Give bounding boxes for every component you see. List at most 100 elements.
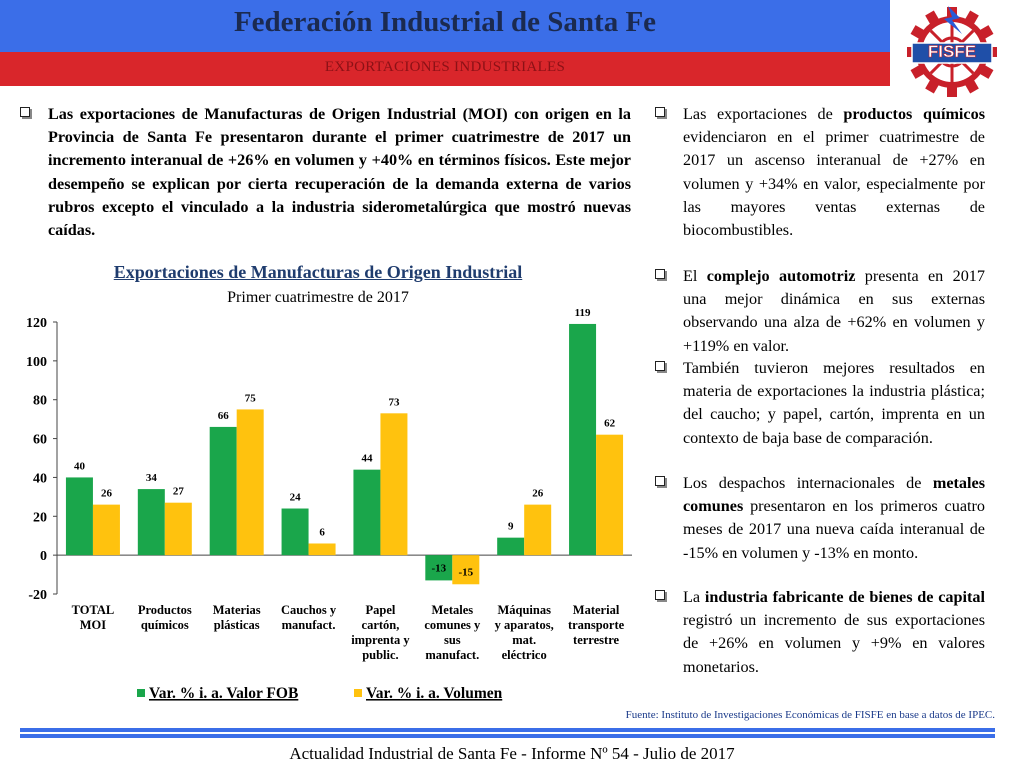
data-label: -13	[431, 562, 446, 574]
x-tick-label: manufact.	[282, 618, 336, 632]
bar	[65, 477, 93, 556]
y-tick-label: 120	[26, 316, 47, 331]
x-tick-label: Materias	[213, 603, 261, 617]
bullet-text: evidenciaron en el primer cuatrimestre d…	[683, 128, 985, 240]
y-tick-label: -20	[28, 588, 47, 603]
bullet-emphasis: industria fabricante de bienes de capita…	[704, 588, 985, 606]
x-tick-label: Material	[573, 603, 620, 617]
legend-swatch	[354, 689, 362, 697]
bullet-text: La	[683, 588, 705, 606]
y-tick-label: 40	[33, 471, 47, 486]
bar	[164, 502, 192, 556]
legend-swatch	[137, 689, 145, 697]
x-tick-label: transporte	[568, 618, 625, 632]
x-tick-label: MOI	[80, 618, 107, 632]
page-title: Federación Industrial de Santa Fe	[233, 6, 657, 38]
source-note: Fuente: Instituto de Investigaciones Eco…	[625, 709, 995, 721]
y-tick-label: 100	[26, 355, 47, 370]
chart-subtitle: Primer cuatrimestre de 2017	[227, 289, 409, 306]
bullet-text: presentaron en los primeros cuatro meses…	[683, 497, 985, 562]
bullet-text: registró un incremento de sus exportacio…	[683, 611, 985, 676]
data-label: 9	[508, 521, 514, 533]
data-label: 6	[319, 526, 325, 538]
header-bar	[0, 0, 890, 52]
bar	[209, 426, 237, 556]
x-tick-label: comunes y	[424, 618, 481, 632]
x-tick-label: Productos	[138, 603, 192, 617]
x-tick-label: terrestre	[573, 633, 619, 647]
bar	[308, 543, 336, 556]
data-label: 44	[361, 453, 373, 465]
bar	[236, 409, 264, 556]
x-tick-label: Metales	[431, 603, 473, 617]
x-tick-label: eléctrico	[502, 648, 547, 662]
data-label: 62	[604, 418, 616, 430]
checkbox-bullet-icon	[655, 269, 665, 279]
bar	[452, 555, 480, 585]
fisfe-logo: FISFE	[907, 6, 997, 97]
checkbox-bullet-icon	[655, 476, 665, 486]
x-tick-label: sus	[444, 633, 461, 647]
data-label: 27	[173, 486, 185, 498]
data-label: -15	[458, 566, 473, 578]
x-tick-label: Cauchos y	[281, 603, 337, 617]
bullet-item: Los despachos internacionales de metales…	[655, 472, 985, 565]
footer-divider-2	[20, 734, 995, 738]
data-label: 119	[575, 307, 591, 319]
data-label: 26	[101, 488, 113, 500]
bullet-item: La industria fabricante de bienes de cap…	[655, 586, 985, 679]
legend-label: Var. % i. a. Volumen	[366, 685, 503, 702]
bullet-text: presenta en 2017 una mejor dinámica en s…	[683, 267, 985, 355]
x-tick-label: mat.	[512, 633, 536, 647]
bar	[353, 469, 381, 556]
bar	[596, 434, 624, 556]
intro-paragraph: Las exportaciones de Manufacturas de Ori…	[20, 103, 631, 242]
data-label: 66	[218, 410, 230, 422]
bullet-text: El	[683, 267, 707, 285]
bar	[569, 323, 597, 556]
y-tick-label: 20	[33, 510, 47, 525]
chart-title: Exportaciones de Manufacturas de Origen …	[113, 262, 523, 282]
bullet-emphasis: complejo automotriz	[706, 267, 856, 285]
data-label: 34	[146, 472, 158, 484]
intro-text: Las exportaciones de Manufacturas de Ori…	[48, 105, 631, 240]
checkbox-bullet-icon	[655, 361, 665, 371]
bullet-text: También tuvieron mejores resultados en m…	[683, 359, 985, 447]
x-tick-label: Papel	[366, 603, 396, 617]
y-tick-label: 80	[33, 394, 47, 409]
footer-divider	[20, 728, 995, 732]
svg-text:FISFE: FISFE	[928, 42, 976, 61]
x-tick-label: Máquinas	[497, 603, 551, 617]
footer-text: Actualidad Industrial de Santa Fe - Info…	[289, 744, 735, 763]
data-label: 73	[388, 396, 400, 408]
bar	[92, 504, 120, 556]
x-tick-label: TOTAL	[72, 603, 115, 617]
x-tick-label: cartón,	[362, 618, 400, 632]
y-tick-label: 0	[40, 549, 47, 564]
bullet-item: También tuvieron mejores resultados en m…	[655, 357, 985, 450]
x-tick-label: plásticas	[214, 618, 260, 632]
checkbox-bullet-icon	[655, 590, 665, 600]
x-tick-label: public.	[362, 648, 398, 662]
page-subtitle: EXPORTACIONES INDUSTRIALES	[324, 59, 566, 75]
checkbox-bullet-icon	[20, 107, 30, 117]
bullet-emphasis: metales comunes	[683, 474, 985, 516]
bar	[281, 508, 309, 556]
legend-label: Var. % i. a. Valor FOB	[149, 685, 298, 702]
bullet-text: Los despachos internacionales de	[683, 474, 933, 492]
bar	[497, 537, 525, 556]
bullet-item: El complejo automotriz presenta en 2017 …	[655, 265, 985, 358]
data-label: 26	[532, 488, 544, 500]
bullet-text: Las exportaciones de	[683, 105, 844, 123]
x-tick-label: y aparatos,	[495, 618, 554, 632]
y-tick-label: 60	[33, 433, 47, 448]
bullet-emphasis: productos químicos	[843, 105, 986, 123]
bar	[380, 413, 408, 556]
x-tick-label: imprenta y	[351, 633, 410, 647]
bar	[425, 555, 453, 581]
x-tick-label: manufact.	[425, 648, 479, 662]
x-tick-label: químicos	[141, 618, 189, 632]
data-label: 24	[290, 492, 302, 504]
subheader-bar	[0, 52, 890, 86]
